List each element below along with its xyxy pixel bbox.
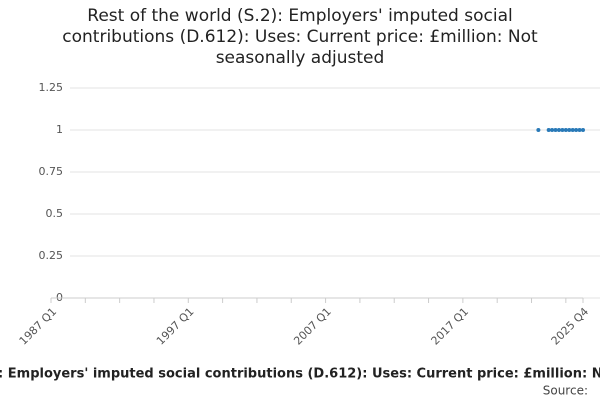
point bbox=[581, 128, 585, 132]
point bbox=[567, 128, 572, 132]
x-tick-label: 1987 Q1 bbox=[17, 305, 60, 348]
point bbox=[560, 128, 565, 132]
point bbox=[563, 128, 568, 132]
y-tick-label: 0.75 bbox=[39, 165, 64, 178]
source: Source: bbox=[543, 384, 588, 398]
x-tick-label: 2025 Q4 bbox=[549, 305, 592, 348]
point bbox=[556, 128, 561, 132]
point bbox=[546, 128, 551, 132]
point bbox=[574, 128, 579, 132]
y-tick-label: 1.25 bbox=[39, 81, 64, 94]
y-tick-label: 0.5 bbox=[46, 207, 64, 220]
x-tick-label: 2007 Q1 bbox=[291, 305, 334, 348]
point bbox=[550, 128, 555, 132]
point bbox=[570, 128, 575, 132]
y-tick-label: 1 bbox=[56, 123, 63, 136]
point bbox=[553, 128, 558, 132]
x-tick-label: 1997 Q1 bbox=[154, 305, 197, 348]
y-tick-label: 0.25 bbox=[39, 249, 64, 262]
chart-title: Rest of the world (S.2): Employers' impu… bbox=[62, 6, 538, 68]
footer-title: Rest of the world (S.2): Employers' impu… bbox=[0, 367, 600, 382]
point bbox=[577, 128, 582, 132]
x-tick-label: 2017 Q1 bbox=[429, 305, 472, 348]
point bbox=[536, 128, 541, 132]
